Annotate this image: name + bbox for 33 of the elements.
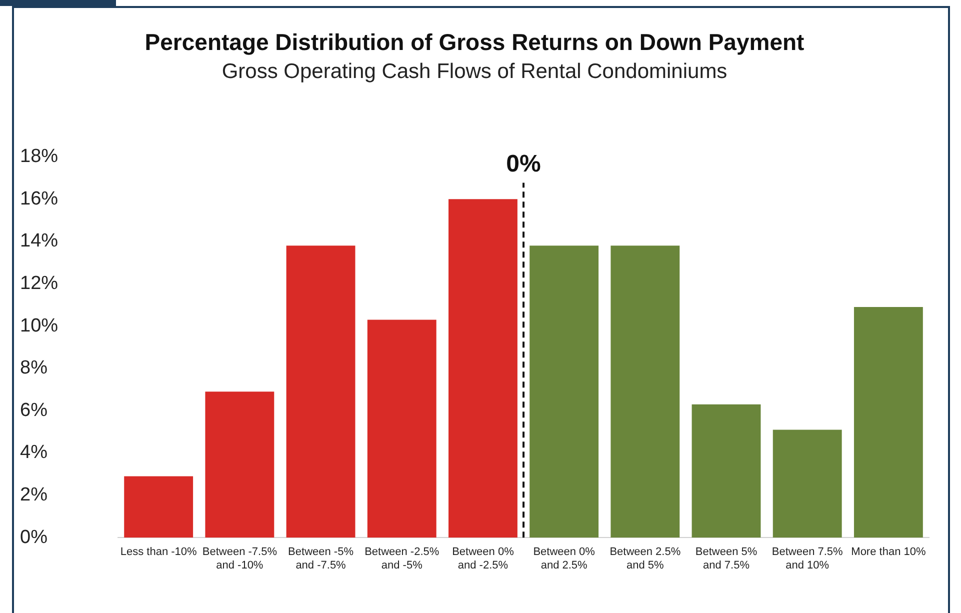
x-tick-label: Between -2.5% and -5% (364, 546, 440, 572)
bar (286, 246, 356, 538)
x-tick-label: Less than -10% (120, 546, 198, 558)
y-tick-label: 18% (20, 146, 58, 168)
y-tick-label: 0% (20, 526, 48, 548)
y-tick-label: 14% (20, 230, 58, 252)
y-tick-label: 12% (20, 272, 58, 294)
x-tick-label: More than 10% (851, 546, 926, 558)
bar (692, 404, 761, 538)
x-tick-label: Between -5% and -7.5% (288, 546, 354, 572)
y-tick-label: 4% (20, 442, 48, 464)
bar (530, 246, 599, 538)
x-tick-label: Between 0% and 2.5% (533, 546, 596, 572)
y-tick-label: 2% (20, 484, 48, 506)
y-tick-label: 8% (20, 358, 48, 379)
bar (448, 199, 518, 538)
bar (367, 320, 436, 538)
y-tick-label: 16% (20, 188, 58, 210)
bar (205, 392, 274, 538)
x-tick-label: Between 7.5% and 10% (772, 546, 844, 572)
bar (610, 246, 680, 538)
bar (124, 476, 194, 538)
x-tick-label: Between -7.5% and -10% (202, 546, 278, 572)
chart-title: Percentage Distribution of Gross Returns on Down Payment (144, 29, 805, 56)
x-tick-label: Between 2.5% and 5% (610, 546, 681, 572)
chart-subtitle: Gross Operating Cash Flows of Rental Condominiums (222, 60, 728, 83)
annotation: 0% (506, 150, 541, 178)
x-tick-label: Between 0% and -2.5% (452, 546, 514, 572)
bar (772, 430, 842, 538)
bar (854, 307, 923, 538)
y-tick-label: 10% (20, 315, 58, 336)
y-tick-label: 6% (20, 400, 48, 421)
x-tick-label: Between 5% and 7.5% (695, 546, 758, 572)
